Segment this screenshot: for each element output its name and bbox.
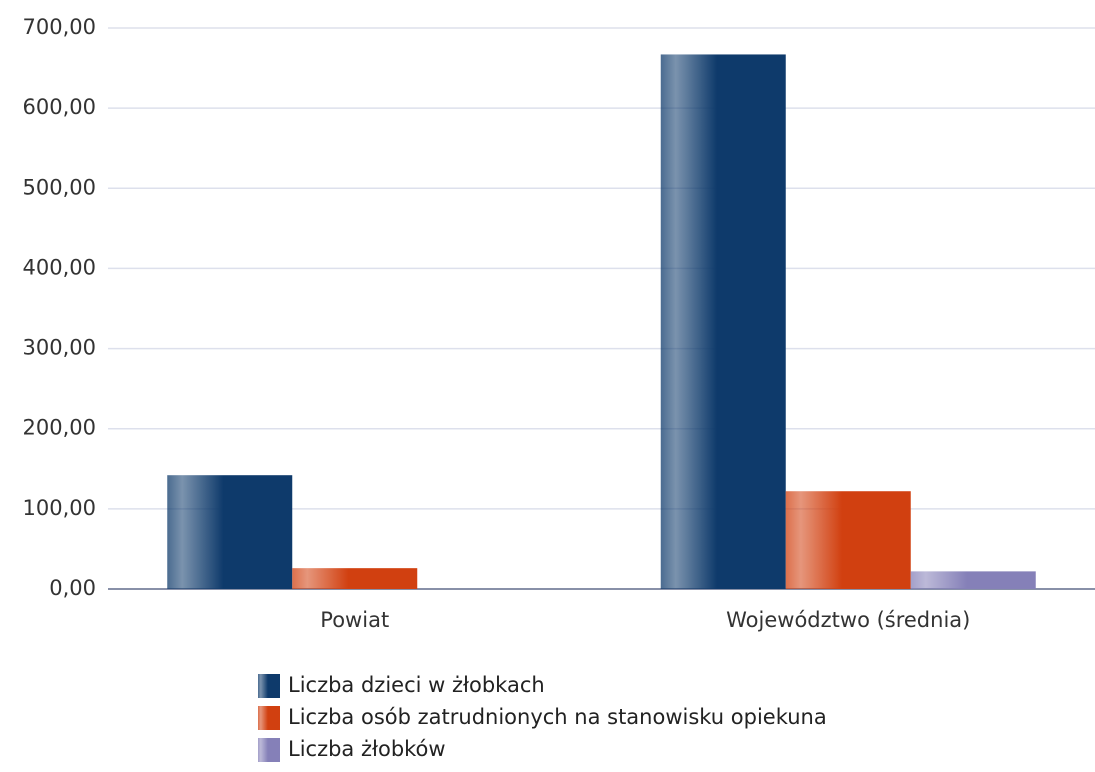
bar	[167, 475, 293, 589]
legend-swatch	[258, 738, 280, 762]
x-tick-label: Powiat	[320, 608, 389, 632]
legend-swatch	[258, 706, 280, 730]
y-tick-label: 400,00	[23, 255, 96, 279]
bar	[660, 54, 786, 589]
bar	[292, 568, 418, 589]
bar	[910, 571, 1036, 589]
bar	[785, 491, 911, 589]
y-tick-label: 600,00	[23, 95, 96, 119]
y-tick-label: 0,00	[49, 576, 96, 600]
y-tick-label: 700,00	[23, 15, 96, 39]
legend-label: Liczba osób zatrudnionych na stanowisku …	[288, 705, 827, 729]
legend-label: Liczba żłobków	[288, 737, 446, 761]
y-tick-label: 100,00	[23, 496, 96, 520]
x-tick-label: Województwo (średnia)	[726, 608, 970, 632]
legend-label: Liczba dzieci w żłobkach	[288, 673, 545, 697]
legend-swatch	[258, 674, 280, 698]
y-tick-label: 200,00	[23, 416, 96, 440]
y-tick-label: 500,00	[23, 175, 96, 199]
y-tick-label: 300,00	[23, 336, 96, 360]
